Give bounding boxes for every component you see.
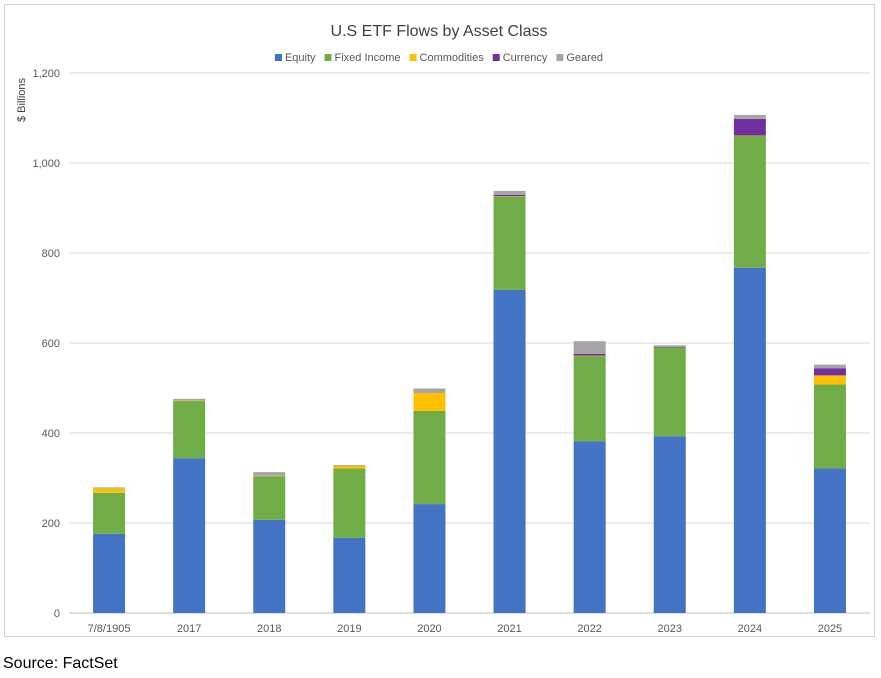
bar-commodities	[93, 488, 126, 493]
bar-fixed-income	[573, 356, 606, 442]
bar-geared	[573, 341, 606, 354]
bar-equity	[333, 537, 366, 613]
bar-equity	[653, 436, 686, 613]
x-tick-label: 2023	[658, 623, 682, 635]
bar-commodities	[333, 465, 366, 469]
legend-item: Geared	[556, 52, 603, 64]
bar-fixed-income	[653, 347, 686, 437]
x-tick-label: 2025	[818, 623, 842, 635]
bar-fixed-income	[333, 468, 366, 538]
bar-geared	[93, 487, 126, 489]
legend-label: Commodities	[420, 52, 485, 64]
bar-geared	[413, 388, 446, 393]
bar-fixed-income	[413, 410, 446, 505]
y-tick-label: 800	[42, 248, 60, 260]
legend-item: Currency	[492, 52, 548, 64]
x-tick-label: 2020	[417, 623, 441, 635]
legend-label: Equity	[285, 52, 316, 64]
bar-fixed-income	[173, 401, 206, 459]
x-tick-label: 2021	[497, 623, 521, 635]
bar-currency	[813, 368, 846, 376]
legend-swatch	[324, 54, 332, 61]
bar-geared	[333, 464, 366, 466]
legend-label: Fixed Income	[335, 52, 401, 64]
legend-item: Commodities	[409, 52, 485, 64]
bar-equity	[253, 519, 286, 613]
bar-fixed-income	[813, 384, 846, 469]
legend-label: Geared	[566, 52, 603, 64]
legend-swatch	[274, 54, 282, 61]
bar-equity	[733, 267, 766, 613]
bar-geared	[813, 364, 846, 369]
legend-swatch	[492, 54, 500, 61]
legend: Equity Fixed Income Commodities Currency Gea…	[274, 52, 603, 64]
bar-currency	[493, 194, 526, 197]
x-tick-label: 7/8/1905	[88, 623, 131, 635]
bar-equity	[573, 441, 606, 613]
axis-ticks: 0 200 400 600 800 1,000 1,200 7/8/1905 2017 2018 2…	[32, 68, 842, 635]
bar-currency	[573, 353, 606, 356]
x-tick-label: 2019	[337, 623, 361, 635]
x-tick-label: 2017	[177, 623, 201, 635]
x-tick-label: 2024	[738, 623, 762, 635]
bar-equity	[813, 468, 846, 613]
bar-equity	[493, 289, 526, 613]
bar-commodities	[413, 392, 446, 411]
chart-svg: U.S ETF Flows by Asset Class $ Billions …	[16, 23, 870, 635]
bar-currency	[733, 118, 766, 136]
y-tick-label: 1,000	[32, 158, 60, 170]
bar-geared	[653, 345, 686, 348]
bar-geared	[493, 190, 526, 195]
bars	[93, 114, 846, 613]
chart-frame: U.S ETF Flows by Asset Class $ Billions …	[4, 4, 875, 637]
bar-geared	[733, 114, 766, 119]
x-tick-label: 2018	[257, 623, 281, 635]
legend-item: Equity	[274, 52, 316, 64]
legend-item: Fixed Income	[324, 52, 401, 64]
bar-commodities	[813, 375, 846, 385]
bar-equity	[93, 533, 126, 613]
y-tick-label: 400	[42, 428, 60, 440]
x-tick-label: 2022	[577, 623, 601, 635]
legend-swatch	[409, 54, 417, 61]
source-note: Source: FactSet	[3, 655, 118, 672]
y-tick-label: 200	[42, 518, 60, 530]
bar-equity	[173, 458, 206, 613]
y-tick-label: 1,200	[32, 68, 60, 80]
y-axis-label: $ Billions	[16, 77, 28, 122]
bar-fixed-income	[253, 476, 286, 520]
bar-fixed-income	[733, 136, 766, 268]
bar-equity	[413, 504, 446, 613]
y-tick-label: 600	[42, 338, 60, 350]
chart-title: U.S ETF Flows by Asset Class	[331, 23, 548, 40]
bar-fixed-income	[493, 196, 526, 290]
bar-geared	[173, 398, 206, 401]
legend-swatch	[556, 54, 564, 61]
y-tick-label: 0	[54, 608, 60, 620]
bar-fixed-income	[93, 492, 126, 534]
bar-geared	[253, 472, 286, 476]
legend-label: Currency	[503, 52, 548, 64]
